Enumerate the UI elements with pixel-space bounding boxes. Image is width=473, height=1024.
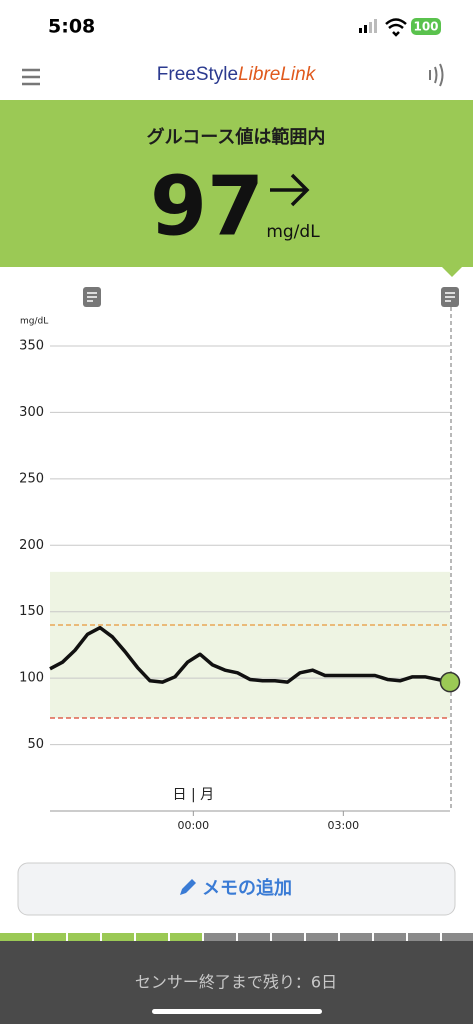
memo-label[interactable]: メモの追加 (202, 877, 292, 899)
note-icon[interactable] (83, 287, 101, 307)
glucose-unit: mg/dL (266, 222, 320, 242)
memo-button[interactable] (17, 862, 456, 916)
pointer (442, 267, 462, 277)
scan-icon[interactable] (429, 63, 444, 87)
signal-icon (359, 19, 377, 33)
brand-part: FreeStyle (157, 64, 238, 85)
progress-segment (238, 933, 270, 941)
progress-segment (306, 933, 338, 941)
y-tick-label: 350 (19, 339, 44, 354)
plot: 50 100 150 200 250 300 350 00:00 03:00 日 | 月 (19, 307, 461, 832)
progress-segment (272, 933, 304, 941)
brand: FreeStyleLibreLink (157, 64, 317, 85)
status-text: グルコース値は範囲内 (147, 126, 326, 148)
battery-icon (411, 18, 441, 35)
y-tick-label: 200 (19, 538, 44, 553)
glucose-value: 97 (150, 159, 264, 254)
wifi-icon (385, 18, 407, 37)
y-tick-label: 150 (19, 604, 44, 619)
target-range (50, 571, 450, 718)
progress-segment (34, 933, 66, 941)
progress-segment (204, 933, 236, 941)
glucose-line (49, 625, 451, 684)
home-indicator (152, 1009, 322, 1014)
sensor-progress (0, 933, 473, 941)
y-tick-label: 300 (19, 405, 44, 420)
current-point (439, 671, 461, 693)
note-icon[interactable] (441, 287, 459, 307)
brand-part: LibreLink (238, 64, 317, 85)
pencil-icon (180, 879, 196, 895)
progress-segment (102, 933, 134, 941)
progress-segment (68, 933, 100, 941)
battery-level: 100 (413, 20, 438, 34)
x-tick-label: 03:00 (327, 819, 359, 832)
progress-segment (374, 933, 406, 941)
progress-segment (442, 933, 473, 941)
progress-segment (408, 933, 440, 941)
menu-button[interactable] (22, 68, 40, 86)
progress-segment (340, 933, 372, 941)
day-label: 日 | 月 (173, 787, 215, 803)
trend-arrow (270, 173, 310, 207)
y-tick-label: 250 (19, 471, 44, 486)
y-unit: mg/dL (20, 317, 48, 327)
y-tick-label: 100 (19, 671, 44, 686)
progress-segment (170, 933, 202, 941)
banner (0, 100, 473, 267)
y-tick-label: 50 (27, 737, 44, 752)
progress-segment (136, 933, 168, 941)
footer-text: センサー終了まで残り：6日 (135, 973, 337, 992)
clock: 5:08 (48, 16, 95, 38)
progress-segment (0, 933, 32, 941)
x-tick-label: 00:00 (177, 819, 209, 832)
